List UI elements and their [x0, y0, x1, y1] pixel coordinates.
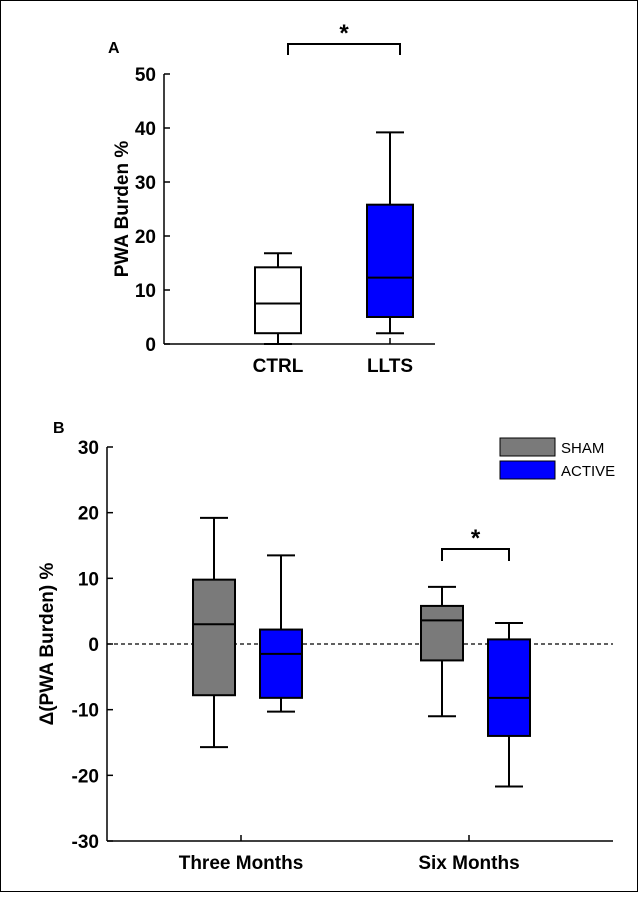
- box-llts-box: [366, 203, 414, 318]
- panel-label: B: [53, 420, 65, 437]
- box-sham-six-months-box: [420, 604, 464, 662]
- legend-swatch-active: [499, 460, 556, 480]
- box-active-three-months-box: [259, 628, 303, 699]
- y-tick-label: 10: [78, 569, 99, 590]
- y-axis-label: PWA Burden %: [112, 141, 133, 278]
- x-tick-label: LLTS: [367, 356, 413, 377]
- y-tick-label: -20: [72, 766, 99, 787]
- y-tick-label: 0: [145, 335, 156, 356]
- legend-label-sham: SHAM: [561, 440, 604, 457]
- y-tick-label: 40: [135, 119, 156, 140]
- box-active-six-months-box: [487, 638, 531, 737]
- y-tick-label: 50: [135, 65, 156, 86]
- y-tick-label: 20: [135, 227, 156, 248]
- significance-bracket: [287, 43, 401, 55]
- panel-label: A: [108, 40, 120, 57]
- y-tick-label: 0: [88, 635, 99, 656]
- y-axis-label: Δ(PWA Burden) %: [37, 562, 58, 725]
- y-tick-label: 20: [78, 504, 99, 525]
- x-tick-label: Three Months: [179, 853, 304, 874]
- legend-swatch-sham: [499, 437, 556, 457]
- panel-b: -30 -20 -10 0 10 20 30 Three Months Six Months Δ(…: [37, 420, 615, 874]
- significance-star: *: [471, 525, 481, 552]
- y-tick-label: 30: [135, 173, 156, 194]
- y-tick-label: -10: [72, 701, 99, 722]
- panel-a: 0 10 20 30 40 50 CTRL LLTS PWA Burden % A *: [108, 20, 435, 377]
- y-tick-label: 10: [135, 281, 156, 302]
- x-tick-label: CTRL: [253, 356, 304, 377]
- x-tick-label: Six Months: [418, 853, 519, 874]
- significance-bracket: [441, 548, 510, 561]
- y-tick-label: 30: [78, 438, 99, 459]
- box-sham-three-months-box: [192, 578, 236, 697]
- y-tick-label: -30: [72, 832, 99, 853]
- significance-star: *: [339, 20, 349, 47]
- legend-label-active: ACTIVE: [561, 463, 615, 480]
- box-ctrl-box: [254, 266, 302, 335]
